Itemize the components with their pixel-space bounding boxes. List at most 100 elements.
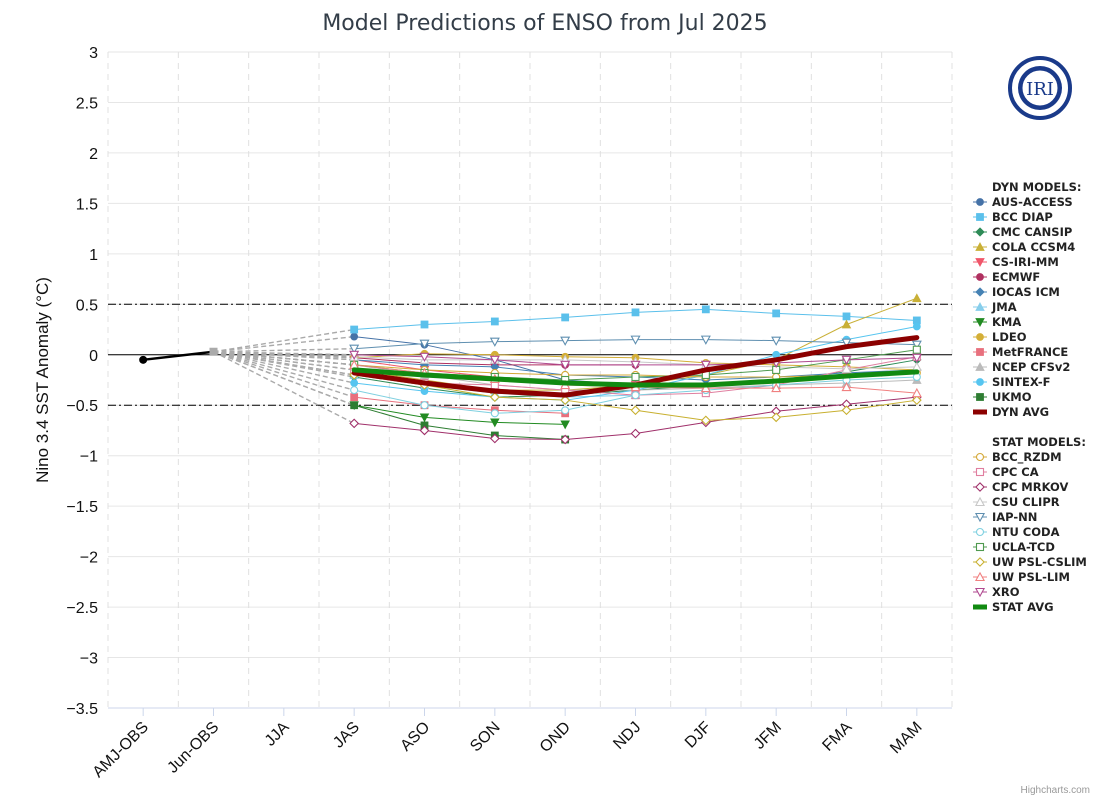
- data-point: [631, 372, 640, 382]
- data-point: [560, 395, 571, 406]
- series-observed: [139, 347, 218, 364]
- data-point: [489, 355, 500, 366]
- legend-label: JMA: [991, 300, 1017, 314]
- legend-item-bcc-diap: BCC DIAP: [973, 210, 1053, 224]
- data-point: [841, 381, 852, 392]
- data-point: [630, 405, 641, 416]
- legend-swatch-marker: [976, 348, 984, 356]
- legend-swatch-marker: [975, 452, 985, 462]
- data-point: [911, 353, 922, 364]
- legend-swatch-marker: [975, 557, 985, 567]
- legend-label: STAT AVG: [992, 600, 1054, 614]
- data-point: [842, 312, 851, 321]
- data-point: [631, 391, 640, 400]
- legend-swatch-marker: [975, 287, 985, 297]
- legend-label: UW PSL-CSLIM: [992, 555, 1087, 569]
- series: [139, 293, 922, 445]
- legend-item-cpc-mrkov: CPC MRKOV: [973, 480, 1068, 494]
- y-tick-label: −1: [80, 449, 98, 466]
- legend-header: DYN MODELS:: [992, 180, 1082, 194]
- legend-item-cmc-cansip: CMC CANSIP: [973, 225, 1072, 239]
- data-point: [489, 337, 500, 347]
- legend-item-jma: JMA: [973, 300, 1017, 314]
- data-point: [420, 320, 429, 329]
- data-point: [561, 313, 570, 322]
- legend-item-aus-access: AUS-ACCESS: [973, 195, 1073, 209]
- data-point: [911, 387, 922, 398]
- legend-item-xro: XRO: [973, 585, 1020, 599]
- legend-swatch-marker: [976, 213, 984, 221]
- legend-item-cs-iri-mm: CS-IRI-MM: [973, 255, 1059, 269]
- grid: [107, 51, 953, 709]
- legend-item-ucla-tcd: UCLA-TCD: [973, 540, 1055, 554]
- data-point: [771, 382, 782, 393]
- data-point: [350, 332, 359, 341]
- data-point: [490, 418, 500, 428]
- legend-label: DYN AVG: [992, 405, 1049, 419]
- series-xro: [349, 350, 922, 371]
- y-tick-label: 1.5: [76, 196, 98, 213]
- legend-item-metfrance: MetFRANCE: [973, 345, 1068, 359]
- legend-label: IOCAS ICM: [992, 285, 1060, 299]
- legend-label: UCLA-TCD: [992, 540, 1055, 554]
- series-iap-nn: [349, 335, 922, 354]
- legend-label: ECMWF: [992, 270, 1040, 284]
- legend-item-bcc-rzdm: BCC_RZDM: [973, 450, 1062, 465]
- connector-line: [213, 351, 355, 425]
- y-tick-label: 2: [89, 146, 98, 163]
- data-point: [912, 322, 921, 331]
- legend-swatch-marker: [976, 378, 984, 386]
- legend-label: CPC CA: [992, 465, 1039, 479]
- legend-item-ncep-cfsv2: NCEP CFSv2: [973, 360, 1070, 374]
- data-point: [489, 433, 500, 444]
- series-line: [353, 404, 566, 425]
- legend-item-iocas-icm: IOCAS ICM: [973, 285, 1060, 299]
- legend-item-kma: KMA: [973, 315, 1021, 329]
- data-point: [349, 418, 360, 429]
- credit[interactable]: Highcharts.com: [1021, 785, 1090, 796]
- observed-point: [139, 355, 148, 364]
- legend-label: LDEO: [992, 330, 1027, 344]
- data-point: [631, 308, 640, 317]
- data-point: [419, 413, 430, 423]
- legend-swatch-marker: [975, 242, 985, 251]
- data-point: [349, 350, 360, 361]
- legend-swatch-marker: [975, 227, 985, 237]
- data-point: [700, 382, 711, 393]
- legend-item-ldeo: LDEO: [973, 330, 1027, 344]
- legend-swatch-marker: [974, 571, 986, 582]
- data-point: [911, 340, 922, 350]
- data-point: [912, 293, 922, 303]
- legend-item-ntu-coda: NTU CODA: [973, 525, 1060, 539]
- legend-label: AUS-ACCESS: [992, 195, 1073, 209]
- legend-swatch-marker: [975, 542, 985, 552]
- legend-label: KMA: [992, 315, 1021, 329]
- legend-label: MetFRANCE: [992, 345, 1068, 359]
- legend-label: CSU CLIPR: [992, 495, 1060, 509]
- legend-item-iap-nn: IAP-NN: [973, 510, 1037, 524]
- legend-swatch-marker: [976, 273, 984, 281]
- legend-label: COLA CCSM4: [992, 240, 1075, 254]
- legend-swatch-marker: [974, 512, 986, 523]
- data-point: [841, 319, 852, 329]
- y-tick-label: 3: [89, 45, 98, 62]
- data-point: [700, 415, 711, 426]
- legend-item-cola-ccsm4: COLA CCSM4: [973, 240, 1075, 254]
- connector-line: [213, 351, 355, 398]
- data-point: [349, 344, 360, 354]
- legend-item-dyn-avg: DYN AVG: [973, 405, 1049, 419]
- legend-label: UW PSL-LIM: [992, 570, 1070, 584]
- observed-point: [209, 347, 218, 356]
- series-uw-psl-cslim: [349, 370, 922, 426]
- legend-label: IAP-NN: [992, 510, 1037, 524]
- legend-item-stat-avg: STAT AVG: [973, 600, 1054, 614]
- series-stat-avg: [351, 367, 920, 388]
- y-tick-label: −0.5: [66, 398, 98, 415]
- data-point: [350, 393, 359, 402]
- legend-item-uw-psl-lim: UW PSL-LIM: [973, 570, 1070, 584]
- data-point: [419, 425, 430, 436]
- legend-label: SINTEX-F: [992, 375, 1050, 389]
- data-point: [490, 317, 499, 326]
- connector-line: [213, 351, 355, 406]
